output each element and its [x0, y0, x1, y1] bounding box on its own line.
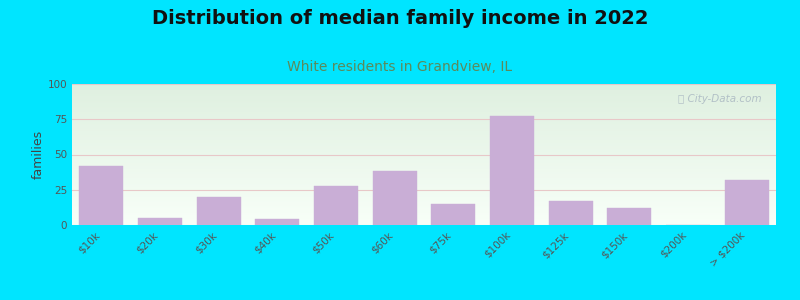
Bar: [255, 219, 299, 225]
Bar: [314, 185, 358, 225]
Bar: [549, 201, 593, 225]
Bar: [138, 218, 182, 225]
Bar: [431, 204, 475, 225]
Bar: [490, 116, 534, 225]
Bar: [197, 197, 241, 225]
Text: Ⓣ City-Data.com: Ⓣ City-Data.com: [678, 94, 762, 104]
Bar: [373, 171, 417, 225]
Text: White residents in Grandview, IL: White residents in Grandview, IL: [287, 60, 513, 74]
Text: Distribution of median family income in 2022: Distribution of median family income in …: [152, 9, 648, 28]
Bar: [725, 180, 769, 225]
Y-axis label: families: families: [32, 130, 45, 179]
Bar: [607, 208, 651, 225]
Bar: [79, 166, 123, 225]
